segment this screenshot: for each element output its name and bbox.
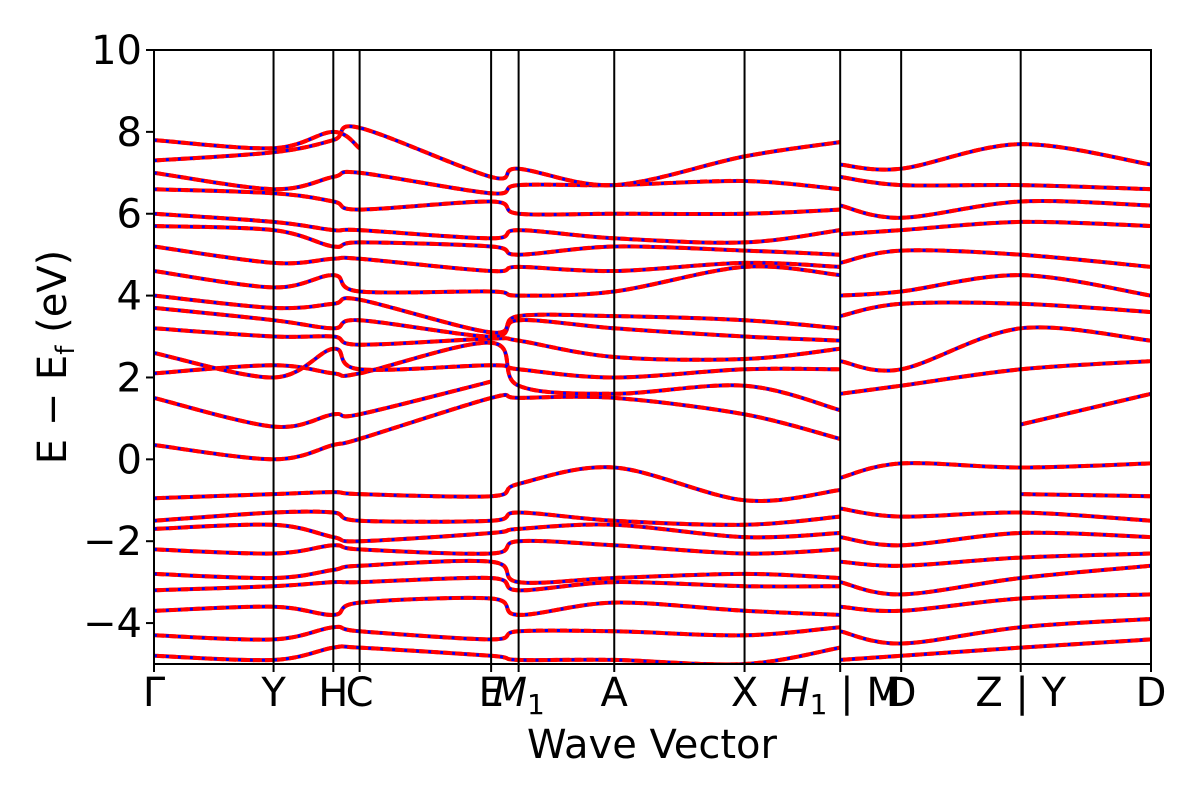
band-line-dash-22 (154, 558, 841, 585)
band-line-dash-28 (839, 325, 1151, 373)
band-line-dash-41 (839, 617, 1151, 646)
y-tick-label-4: 4 (117, 274, 142, 320)
band-line-dash-20 (154, 522, 841, 544)
band-line-dash-30 (840, 273, 1151, 298)
band-line-overlay-7 (154, 347, 841, 380)
x-tick-label-8: H1 | M (780, 670, 901, 721)
band-line-overlay-1 (839, 461, 1151, 480)
band-line-dash-4 (1020, 391, 1151, 427)
band-line-dash-42 (840, 637, 1151, 662)
y-tick-label-1: −2 (83, 519, 142, 565)
band-line-overlay-40 (840, 592, 1151, 613)
band-line-dash-38 (840, 551, 1151, 568)
band-line-overlay-10 (154, 294, 841, 335)
band-line-36 (839, 506, 1151, 523)
x-tick-label-11: D (1136, 670, 1167, 716)
band-line-dash-31 (839, 248, 1151, 269)
series-layer (154, 124, 1151, 664)
band-line-dash-25 (154, 624, 841, 642)
band-line-dash-35 (839, 142, 1151, 172)
x-tick-label-10: Z | Y (975, 670, 1066, 716)
band-line-10 (154, 293, 841, 335)
band-line-dash-11 (154, 264, 841, 298)
band-line-dash-3 (154, 392, 841, 462)
band-line-dash-27 (839, 359, 1151, 396)
x-tick-label-7: X (731, 670, 758, 716)
band-line-dash-10 (154, 293, 841, 335)
band-line-overlay-13 (154, 224, 841, 257)
y-axis-title-unit: (eV) (30, 250, 76, 346)
band-line-dash-0 (154, 465, 841, 503)
x-tick-label-0: Γ (143, 670, 166, 716)
band-line-dash-29 (839, 300, 1151, 319)
x-tick-label-1: Y (260, 670, 286, 716)
band-line-27 (839, 359, 1151, 396)
band-line-overlay-37 (839, 531, 1151, 547)
band-line-overlay-39 (839, 564, 1151, 596)
band-line-dash-34 (839, 174, 1151, 192)
band-line-overlay-35 (840, 142, 1151, 172)
band-line-overlay-5 (154, 380, 492, 429)
y-axis-ticks: −4 −2 0 2 4 6 8 10 (83, 28, 154, 647)
band-line-dash-26 (154, 644, 841, 664)
x-tick-label-5: M1 (492, 670, 544, 721)
kpoint-lines (272, 50, 1022, 664)
band-line-dash-37 (839, 530, 1151, 548)
x-tick-label-3: C (346, 670, 374, 716)
band-line-overlay-27 (840, 359, 1151, 396)
plot-frame (153, 49, 1152, 665)
band-line-5 (154, 379, 492, 429)
x-tick-label-6: A (601, 670, 629, 716)
band-line-overlay-29 (839, 300, 1151, 318)
x-tick-label-9: D (886, 670, 917, 716)
x-axis-title: Wave Vector (527, 722, 778, 768)
y-tick-label-3: 2 (117, 355, 142, 401)
y-axis-title-sub: f (51, 345, 81, 355)
band-line-3 (154, 392, 841, 462)
band-line-overlay-41 (839, 617, 1151, 646)
y-tick-label-6: 8 (117, 110, 142, 156)
band-line-dash-7 (154, 346, 841, 380)
band-line-dash-14 (154, 211, 841, 245)
y-axis-title: E − Ef (eV) (30, 250, 81, 465)
band-line-overlay-19 (154, 510, 841, 527)
band-line-dash-6 (154, 340, 841, 413)
band-line-dash-21 (154, 538, 841, 556)
y-tick-label-0: −4 (83, 601, 142, 647)
x-tick-label-2: H (318, 670, 348, 716)
band-line-overlay-3 (154, 393, 841, 461)
band-line-overlay-31 (839, 248, 1151, 269)
band-line-dash-32 (840, 219, 1151, 237)
y-tick-label-7: 10 (91, 28, 142, 74)
band-line-dash-33 (839, 199, 1151, 220)
band-line-overlay-2 (1020, 492, 1151, 498)
x-tick-label-4: E (478, 670, 503, 716)
band-line-dash-1 (839, 461, 1151, 480)
band-line-dash-16 (154, 169, 841, 196)
band-line-dash-39 (839, 563, 1151, 597)
band-line-dash-18 (154, 129, 361, 151)
y-tick-label-5: 6 (117, 192, 142, 238)
band-line-7 (154, 346, 841, 380)
y-axis-title-main: E − E (30, 355, 76, 465)
y-tick-label-2: 0 (117, 437, 142, 483)
band-line-dash-2 (1020, 492, 1151, 499)
band-line-overlay-8 (154, 326, 841, 362)
band-line-dash-5 (154, 379, 492, 429)
band-line-overlay-18 (154, 130, 361, 150)
band-line-dash-23 (154, 575, 841, 593)
band-line-overlay-25 (154, 625, 841, 642)
band-line-dash-40 (840, 592, 1151, 614)
band-line-dash-36 (839, 506, 1151, 523)
